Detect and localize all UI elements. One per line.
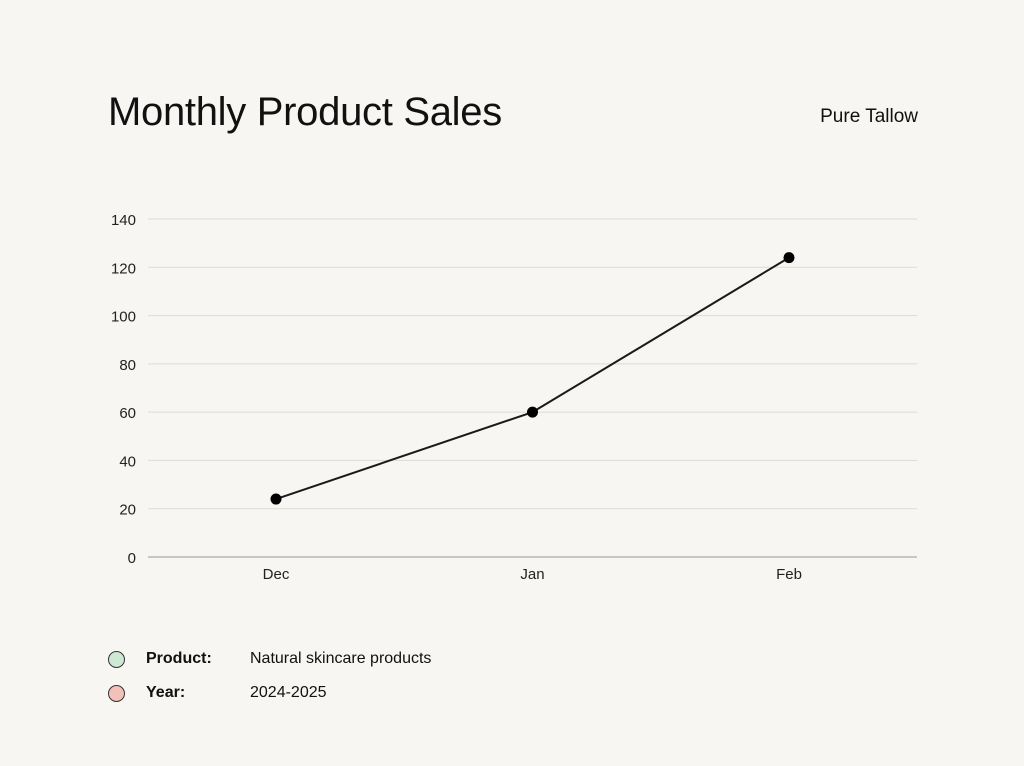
product-color-dot	[108, 650, 125, 668]
y-tick-label: 60	[119, 405, 136, 422]
x-axis-ticks: Dec Jan Feb	[263, 566, 802, 583]
data-point-jan	[527, 406, 538, 418]
grid-lines	[148, 218, 917, 558]
year-color-dot	[108, 684, 125, 702]
y-tick-label: 120	[111, 260, 136, 277]
y-axis-ticks: 0 20 40 60 80 100 120 140	[111, 212, 136, 567]
legend: Product: Natural skincare products Year:…	[108, 642, 431, 710]
chart-title: Monthly Product Sales	[108, 90, 502, 134]
series-layer	[270, 252, 795, 505]
x-tick-label: Jan	[520, 566, 544, 583]
y-tick-label: 40	[119, 453, 136, 470]
line-chart: 0 20 40 60 80 100 120 140 Dec Jan Feb	[111, 212, 917, 583]
brand-name: Pure Tallow	[820, 106, 918, 127]
legend-key-year: Year:	[146, 684, 186, 701]
series-line	[275, 256, 790, 501]
legend-row-year: Year: 2024-2025	[108, 676, 431, 710]
legend-key-product: Product:	[146, 650, 212, 667]
legend-row-product: Product: Natural skincare products	[108, 642, 431, 676]
y-tick-label: 100	[111, 309, 136, 326]
data-point-dec	[270, 493, 282, 505]
legend-value-product: Natural skincare products	[250, 650, 432, 667]
x-tick-label: Feb	[776, 566, 802, 583]
x-tick-label: Dec	[263, 566, 290, 583]
y-tick-label: 80	[119, 357, 136, 374]
legend-value-year: 2024-2025	[250, 684, 327, 701]
y-tick-label: 0	[128, 550, 136, 567]
data-point-feb	[783, 252, 795, 264]
y-tick-label: 140	[111, 212, 136, 229]
y-tick-label: 20	[119, 502, 136, 519]
